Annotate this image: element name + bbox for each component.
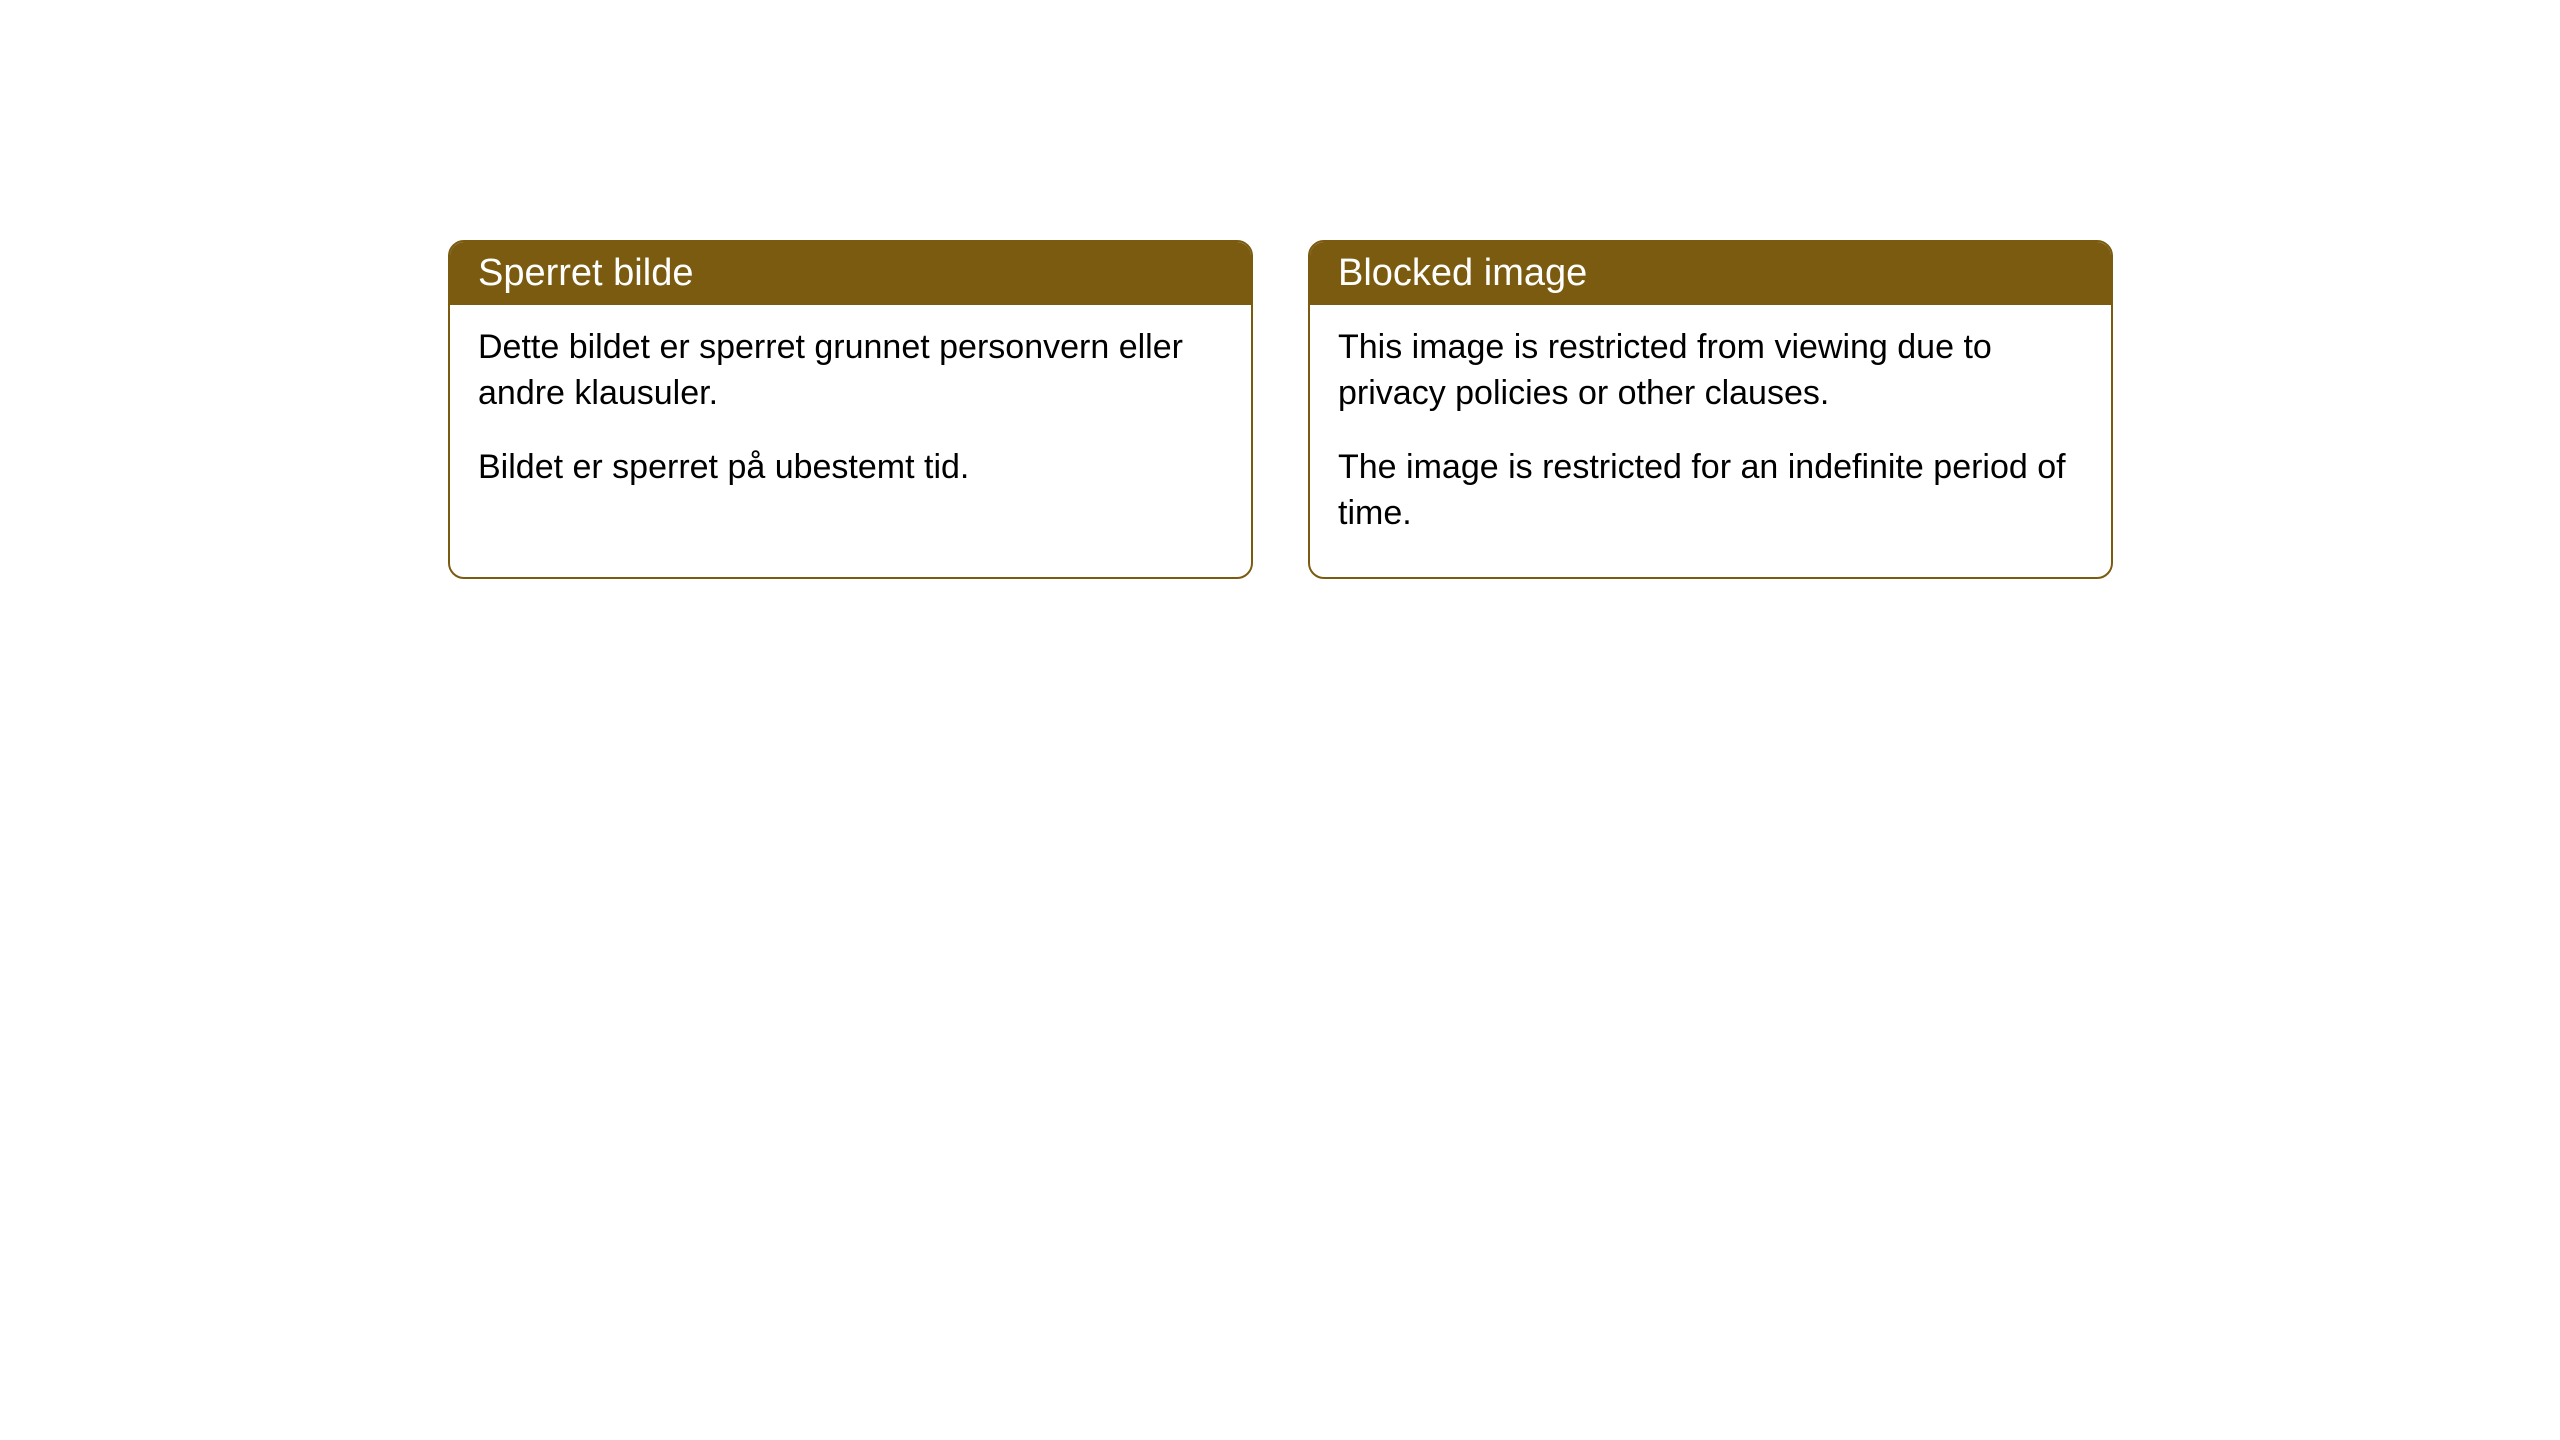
card-paragraph: This image is restricted from viewing du…	[1338, 325, 2083, 417]
card-paragraph: The image is restricted for an indefinit…	[1338, 445, 2083, 537]
notice-cards-container: Sperret bilde Dette bildet er sperret gr…	[448, 240, 2113, 579]
card-title: Sperret bilde	[478, 252, 693, 294]
card-title: Blocked image	[1338, 252, 1587, 294]
notice-card-norwegian: Sperret bilde Dette bildet er sperret gr…	[448, 240, 1253, 579]
card-body: Dette bildet er sperret grunnet personve…	[450, 305, 1251, 531]
card-paragraph: Bildet er sperret på ubestemt tid.	[478, 445, 1223, 491]
card-header: Sperret bilde	[450, 242, 1251, 305]
card-paragraph: Dette bildet er sperret grunnet personve…	[478, 325, 1223, 417]
card-header: Blocked image	[1310, 242, 2111, 305]
card-body: This image is restricted from viewing du…	[1310, 305, 2111, 577]
notice-card-english: Blocked image This image is restricted f…	[1308, 240, 2113, 579]
